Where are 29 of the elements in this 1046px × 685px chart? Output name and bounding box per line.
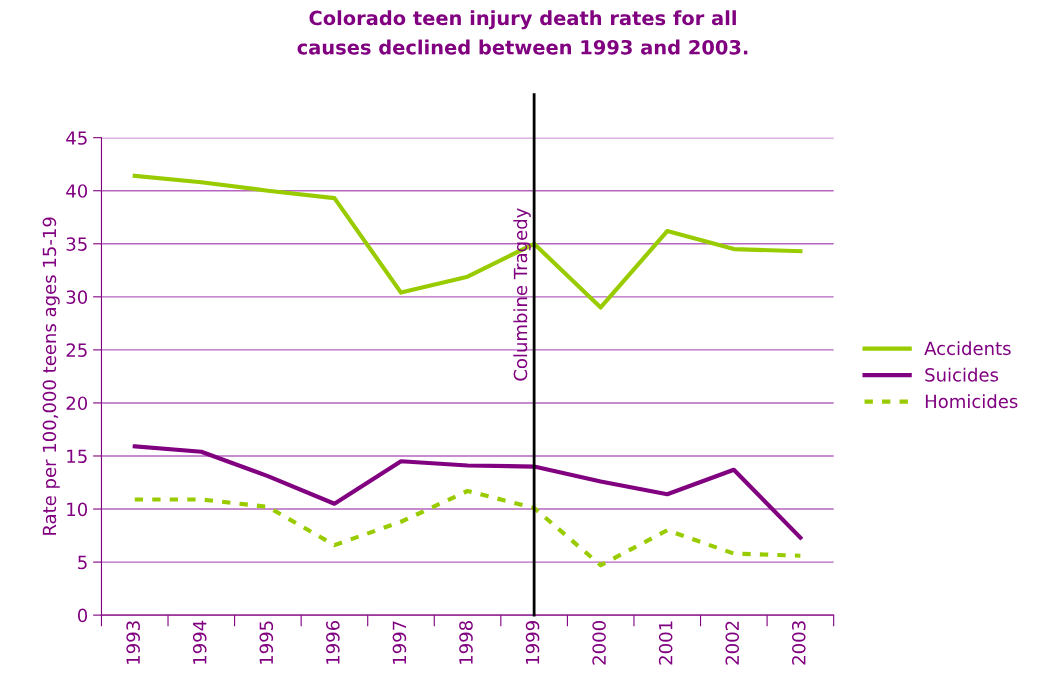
x-tick-label: 2001 (658, 621, 673, 665)
y-tick-label: 35 (66, 237, 87, 251)
y-tick-label: 40 (66, 184, 88, 198)
ref-line-label: Columbine Tragedy (513, 208, 531, 381)
y-tick-label: 10 (67, 502, 88, 517)
x-tick-label: 1997 (392, 621, 407, 664)
y-tick-label: 0 (77, 608, 88, 623)
x-tick-label: 2003 (791, 621, 806, 665)
x-tick-label: 1998 (459, 621, 473, 664)
x-tick-label: 1993 (126, 621, 140, 664)
x-tick-label: 2000 (592, 621, 606, 665)
x-tick-label: 2002 (725, 621, 740, 665)
legend-label: Suicides (925, 367, 999, 382)
x-tick-label: 1995 (259, 621, 274, 664)
y-tick-label: 5 (78, 555, 87, 570)
y-tick-label: 20 (66, 396, 88, 411)
x-tick-label: 1996 (326, 620, 340, 664)
legend-label: Homicides (925, 394, 1018, 409)
y-axis-title: Rate per 100,000 teens ages 15-19 (42, 217, 60, 535)
y-tick-label: 25 (66, 343, 87, 357)
line-series (132, 488, 803, 568)
y-tick-label: 15 (67, 449, 87, 464)
x-tick-label: 1994 (192, 620, 207, 664)
y-tick-label: 30 (66, 290, 88, 304)
x-tick-label: 1999 (525, 621, 540, 664)
y-tick-label: 45 (66, 131, 87, 145)
line-series (132, 444, 803, 540)
legend-label: Accidents (924, 341, 1011, 356)
chart-title: Colorado teen injury death rates for all causes declined between 1993 and 2003. (297, 10, 748, 55)
